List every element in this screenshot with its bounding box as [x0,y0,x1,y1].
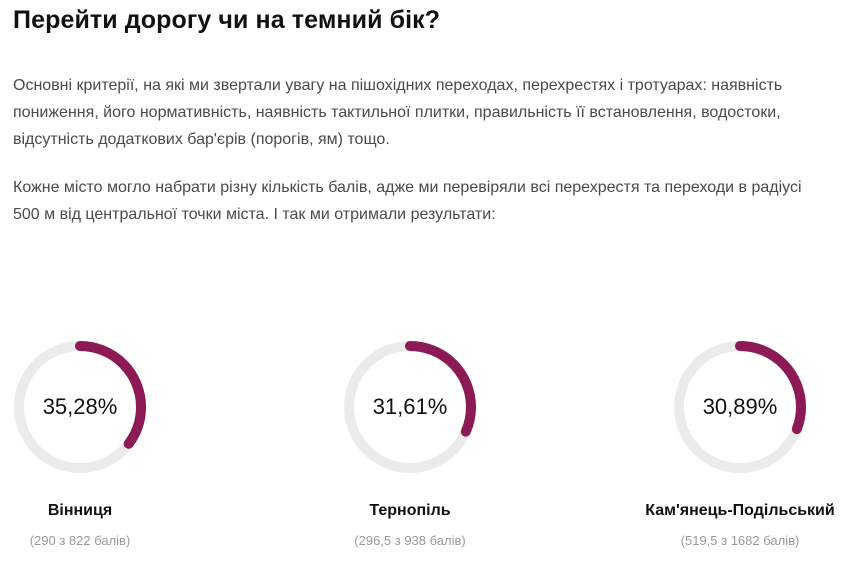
progress-ring-arc [674,341,806,473]
progress-ring-graphic [674,341,806,473]
progress-ring-graphic [14,341,146,473]
progress-ring-arc [14,341,146,473]
score-text: (290 з 822 балів) [29,533,131,548]
method-paragraph: Кожне місто могло набрати різну кількіст… [13,179,802,223]
progress-ring: 30,89% [673,340,807,474]
progress-ring-arc [344,341,476,473]
score-text: (296,5 з 938 балів) [354,533,466,548]
score-text: (519,5 з 1682 балів) [680,533,800,548]
result-card: 30,89% Кам'янець-Подільський (519,5 з 16… [600,340,850,548]
progress-ring-graphic [344,341,476,473]
progress-ring: 31,61% [343,340,477,474]
result-card: 35,28% Вінниця (290 з 822 балів) [0,340,220,548]
percent-value: 31,61% [372,394,448,419]
result-card: 31,61% Тернопіль (296,5 з 938 балів) [270,340,550,548]
percent-value: 30,89% [702,394,778,419]
city-name: Вінниця [47,502,113,519]
progress-ring: 35,28% [13,340,147,474]
city-name: Кам'янець-Подільський [645,502,835,519]
criteria-paragraph: Основні критерії, на які ми звертали ува… [13,77,783,148]
city-name: Тернопіль [369,502,451,519]
percent-value: 35,28% [42,394,118,419]
page-title: Перейти дорогу чи на темний бік? [13,6,441,34]
